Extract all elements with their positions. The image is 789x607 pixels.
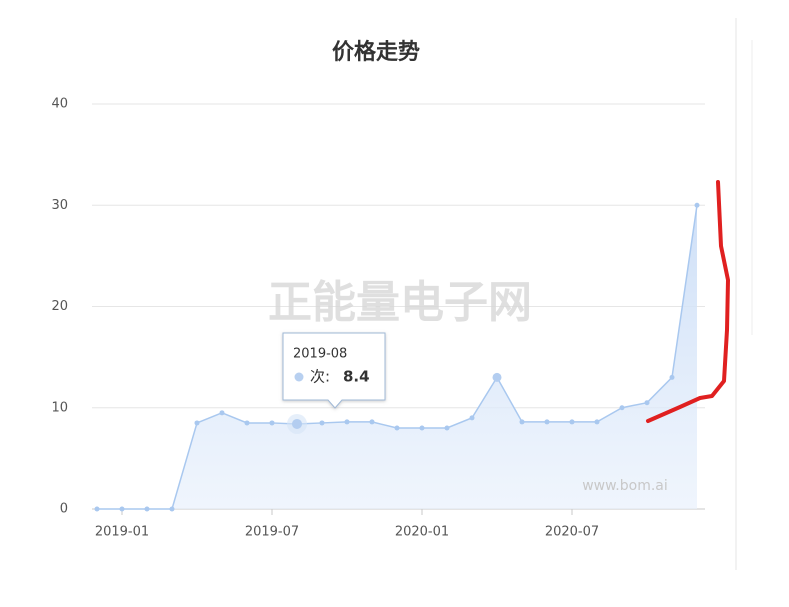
point: [519, 419, 525, 425]
point: [94, 506, 100, 512]
point: [419, 425, 425, 431]
point: [594, 419, 600, 425]
x-tick-label: 2020-01: [395, 525, 449, 540]
y-tick-label: 40: [51, 97, 68, 112]
point: [119, 506, 125, 512]
tooltip-box: [282, 332, 386, 409]
point: [444, 425, 450, 431]
point: [619, 405, 625, 411]
point: [469, 415, 475, 421]
tooltip-dot: [294, 372, 304, 382]
tooltip-label: 次:: [310, 368, 330, 386]
x-tick-label: 2019-01: [95, 525, 149, 540]
point: [244, 420, 250, 426]
point: [344, 419, 350, 425]
area-fill: [97, 205, 697, 509]
point: [394, 425, 400, 431]
point: [319, 420, 325, 426]
point: [492, 372, 502, 382]
tooltip-value: 8.4: [343, 368, 370, 386]
y-tick-label: 10: [51, 400, 68, 415]
y-tick-label: 30: [51, 198, 68, 213]
point: [194, 420, 200, 426]
point: [144, 506, 150, 512]
watermark: 正能量电子网: [268, 277, 532, 328]
hand-annotation: [646, 180, 730, 423]
tooltip: 2019-08 次: 8.4: [282, 332, 386, 409]
point: [292, 418, 302, 429]
point: [169, 506, 175, 512]
point: [694, 202, 700, 208]
point: [369, 419, 375, 425]
watermark-site: www.bom.ai: [582, 478, 668, 494]
tooltip-title: 2019-08: [293, 347, 347, 362]
chart-title: 价格走势: [332, 39, 420, 65]
x-tick-label: 2019-07: [245, 525, 299, 540]
point: [269, 420, 275, 426]
point: [669, 374, 675, 380]
point: [569, 419, 575, 425]
y-tick-label: 0: [60, 502, 68, 517]
y-tick-label: 20: [51, 299, 68, 314]
point: [644, 400, 650, 406]
x-tick-label: 2020-07: [545, 525, 599, 540]
point: [544, 419, 550, 425]
point: [219, 410, 225, 416]
